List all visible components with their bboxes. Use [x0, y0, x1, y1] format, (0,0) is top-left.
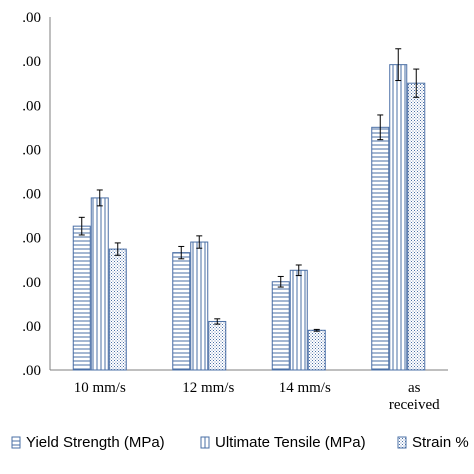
x-tick-label: as: [408, 380, 421, 396]
x-tick-label: 12 mm/s: [182, 380, 234, 396]
y-tick-label: .00: [22, 231, 41, 247]
legend-label: Strain %: [412, 434, 469, 451]
bar: [90, 197, 109, 371]
legend-swatch: [397, 436, 407, 449]
bar: [190, 241, 209, 371]
bar: [371, 126, 390, 371]
y-tick-label: .00: [22, 142, 41, 158]
x-tick-label: 14 mm/s: [279, 380, 331, 396]
bar: [407, 82, 426, 371]
bar: [271, 281, 290, 371]
bar: [307, 329, 326, 371]
bar: [172, 252, 191, 371]
chart-bars: [72, 64, 426, 371]
y-tick-label: .00: [22, 363, 41, 379]
y-tick-label: .00: [22, 54, 41, 70]
bar: [108, 248, 127, 371]
y-tick-label: .00: [22, 98, 41, 114]
bar: [208, 320, 227, 371]
x-tick-label: 10 mm/s: [74, 380, 126, 396]
y-tick-label: .00: [22, 10, 41, 26]
bar: [289, 269, 308, 371]
y-axis-labels: .00 .00 .00 .00 .00 .00 .00 .00 .00: [22, 10, 41, 379]
chart-legend: Yield Strength (MPa) Ultimate Tensile (MP…: [11, 434, 469, 451]
legend-swatch: [200, 436, 210, 449]
y-tick-label: .00: [22, 187, 41, 203]
bar: [72, 225, 91, 371]
chart-error-bars: [78, 48, 420, 332]
legend-label: Yield Strength (MPa): [26, 434, 165, 451]
x-tick-label: received: [389, 397, 440, 413]
legend-swatch: [11, 436, 21, 449]
y-tick-label: .00: [22, 319, 41, 335]
bar: [389, 64, 408, 371]
legend-label: Ultimate Tensile (MPa): [215, 434, 366, 451]
y-tick-label: .00: [22, 275, 41, 291]
